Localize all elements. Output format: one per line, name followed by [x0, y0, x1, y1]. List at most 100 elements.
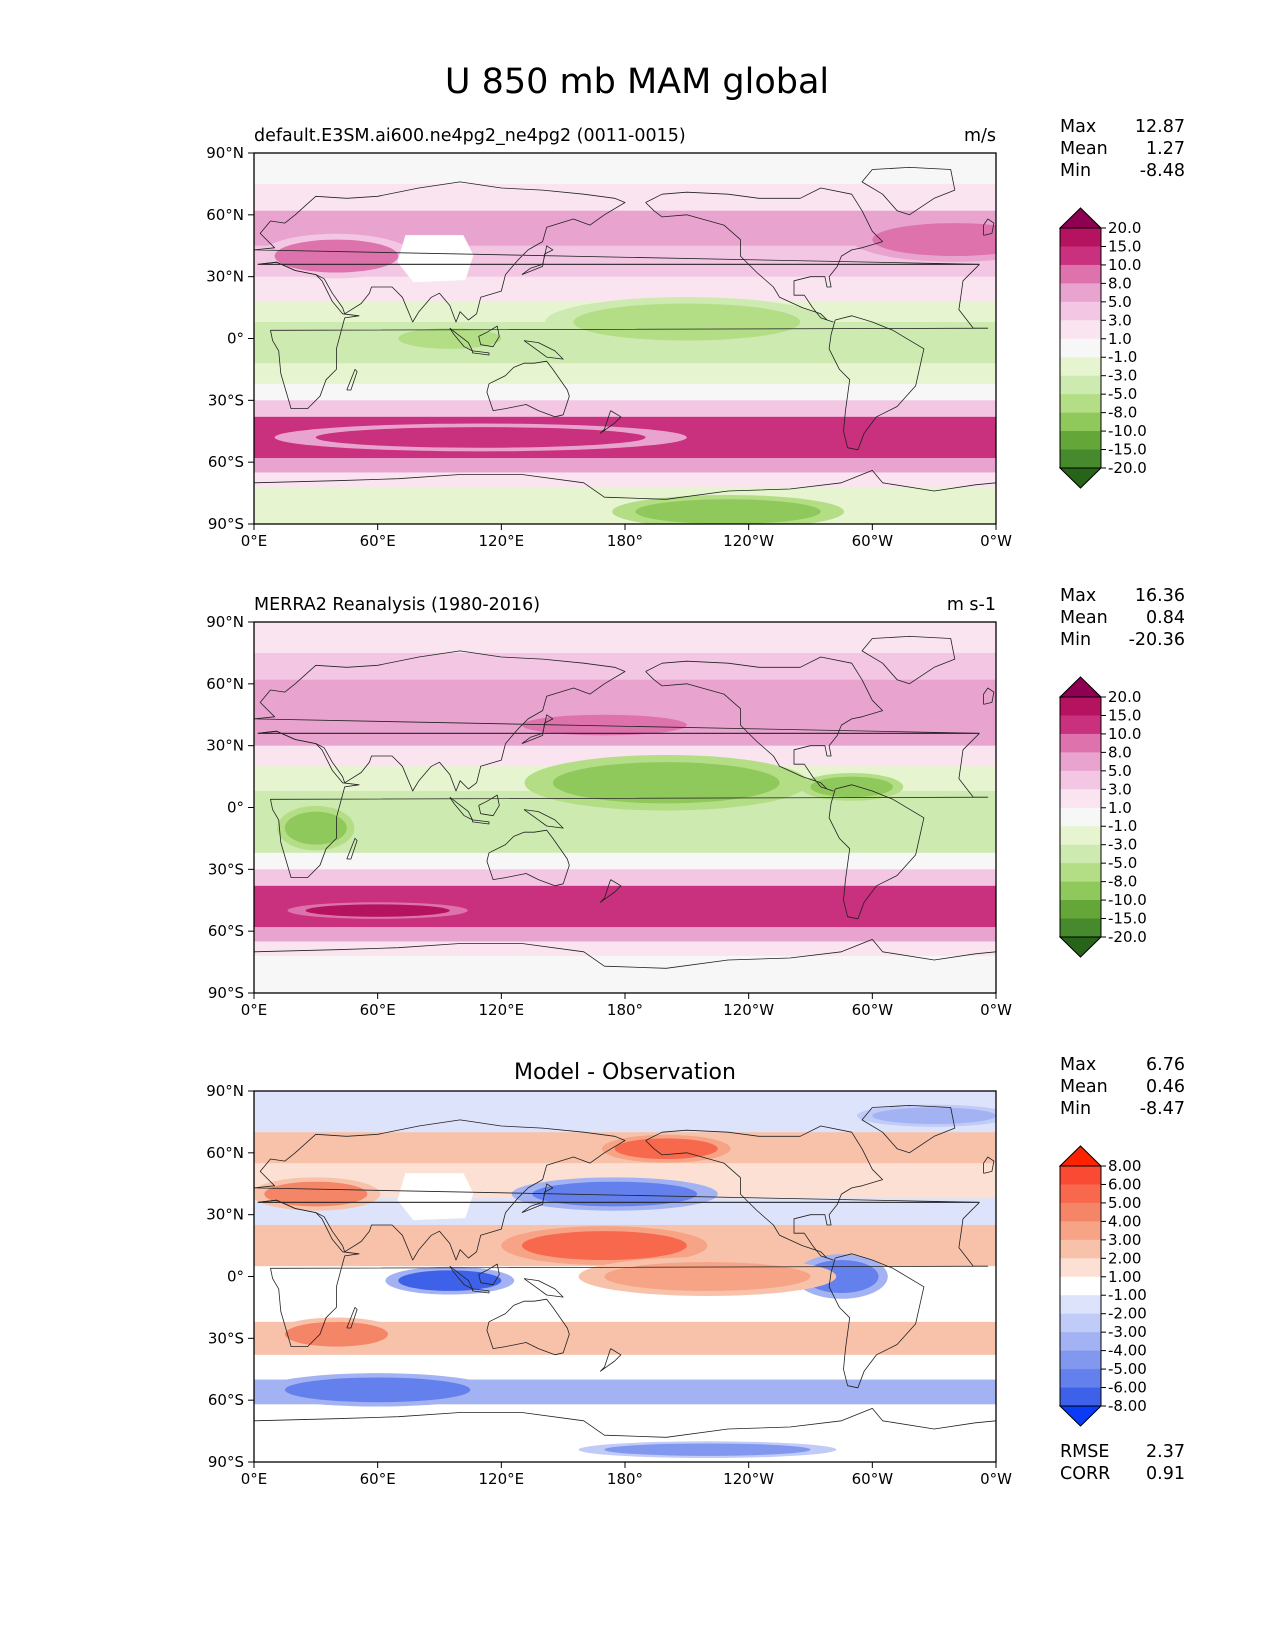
colorbar-swatch: [1060, 715, 1101, 735]
coastline: [599, 410, 622, 434]
contour-band: [254, 363, 996, 385]
colorbar-swatch: [1060, 733, 1101, 753]
stat-label: Mean: [1060, 139, 1108, 159]
x-tick-label: 180°: [607, 532, 643, 550]
y-tick-label: 0°: [227, 1268, 244, 1286]
x-tick-label: 120°W: [723, 532, 774, 550]
contour-band: [254, 383, 996, 401]
figure-suptitle: U 850 mb MAM global: [445, 62, 829, 102]
colorbar-swatch: [1060, 412, 1101, 432]
y-tick-label: 60°N: [206, 1144, 244, 1162]
stat-value: 0.84: [1146, 608, 1185, 628]
colorbar-swatch: [1060, 264, 1101, 284]
coastline: [486, 360, 570, 418]
colorbar-tick-label: 8.0: [1108, 274, 1132, 292]
y-tick-label: 60°S: [208, 922, 244, 940]
colorbar-tick-label: 1.0: [1108, 799, 1132, 817]
coastline: [983, 1156, 995, 1174]
contour-blob: [604, 1443, 811, 1456]
colorbar-swatch: [1060, 770, 1101, 790]
colorbar-tick-label: -3.0: [1108, 367, 1137, 385]
colorbar-swatch: [1060, 246, 1101, 266]
colorbar-tick-label: -5.0: [1108, 854, 1137, 872]
colorbar-tick-label: 20.0: [1108, 688, 1141, 706]
y-tick-label: 90°S: [208, 515, 244, 533]
colorbar-tick-label: 4.00: [1108, 1212, 1141, 1230]
masked-region: [397, 1173, 474, 1221]
y-tick-label: 30°N: [206, 268, 244, 286]
y-tick-label: 30°N: [206, 1206, 244, 1224]
coastlines: [254, 636, 996, 969]
coastline: [983, 218, 995, 236]
panel-title: MERRA2 Reanalysis (1980-2016): [254, 595, 540, 615]
colorbar-swatch: [1060, 789, 1101, 809]
contour-blob: [872, 1107, 996, 1124]
contour-band: [254, 153, 996, 185]
x-tick-label: 120°E: [479, 532, 525, 550]
coastlines: [254, 167, 996, 500]
coastline: [346, 838, 358, 860]
colorbar-extend-bottom: [1058, 467, 1103, 489]
colorbar-swatch: [1060, 1258, 1101, 1278]
colorbar-tick-label: -8.0: [1108, 404, 1137, 422]
colorbar-tick-label: -20.0: [1108, 459, 1147, 477]
x-tick-label: 60°W: [852, 1470, 894, 1488]
colorbar-swatch: [1060, 1350, 1101, 1370]
x-tick-label: 120°E: [479, 1001, 525, 1019]
colorbar-frame: [1059, 227, 1102, 469]
colorbar-tick-label: -10.0: [1108, 422, 1147, 440]
coastline: [861, 167, 956, 216]
x-tick-label: 0°E: [241, 532, 268, 550]
coastline: [257, 261, 989, 409]
coastline: [861, 636, 956, 685]
coastline: [472, 819, 490, 825]
coastline: [254, 939, 996, 969]
colorbar-extend-bottom: [1058, 1405, 1103, 1427]
colorbar-extend-bottom: [1058, 936, 1103, 958]
colorbar-swatch: [1060, 357, 1101, 377]
stat-label: Max: [1060, 117, 1096, 137]
colorbar-tick-label: 10.0: [1108, 725, 1141, 743]
stat-value: 0.46: [1146, 1077, 1185, 1097]
contour-band: [254, 400, 996, 418]
colorbar-tick-label: -1.00: [1108, 1286, 1147, 1304]
coastline: [523, 1278, 564, 1298]
stat-label: Mean: [1060, 1077, 1108, 1097]
coastline: [599, 879, 622, 903]
colorbar-tick-label: 6.00: [1108, 1175, 1141, 1193]
colorbar-tick-label: -5.0: [1108, 385, 1137, 403]
coastline: [472, 1288, 490, 1294]
colorbar-swatch: [1060, 752, 1101, 772]
metric-value: 2.37: [1146, 1442, 1185, 1462]
colorbar-swatch: [1060, 1276, 1101, 1296]
colorbar-tick-label: -5.00: [1108, 1360, 1147, 1378]
colorbar-tick-label: 8.00: [1108, 1157, 1141, 1175]
y-tick-label: 60°N: [206, 675, 244, 693]
contour-blob: [872, 223, 996, 257]
x-tick-label: 120°E: [479, 1470, 525, 1488]
y-tick-label: 60°S: [208, 453, 244, 471]
coastline: [645, 656, 883, 792]
x-tick-label: 60°E: [360, 532, 396, 550]
metric-label: CORR: [1060, 1464, 1110, 1484]
coastline: [523, 809, 564, 829]
colorbar-tick-label: 5.0: [1108, 762, 1132, 780]
contour-band: [254, 828, 996, 854]
coastline: [523, 340, 564, 360]
colorbar-tick-label: 5.00: [1108, 1194, 1141, 1212]
colorbar-tick-label: 3.00: [1108, 1231, 1141, 1249]
y-tick-label: 0°: [227, 330, 244, 348]
contour-band: [254, 679, 996, 716]
y-tick-label: 30°S: [208, 391, 244, 409]
contour-blob: [264, 1181, 368, 1207]
colorbar-tick-label: 15.0: [1108, 237, 1141, 255]
contour-blob: [398, 328, 502, 349]
colorbar-tick-label: -8.00: [1108, 1397, 1147, 1415]
colorbar-tick-label: -20.0: [1108, 928, 1147, 946]
colorbar-tick-label: 2.00: [1108, 1249, 1141, 1267]
colorbar-swatch: [1060, 881, 1101, 901]
y-tick-label: 0°: [227, 799, 244, 817]
stat-value: -8.48: [1140, 161, 1185, 181]
x-tick-label: 60°E: [360, 1470, 396, 1488]
y-tick-label: 90°N: [206, 1082, 244, 1100]
